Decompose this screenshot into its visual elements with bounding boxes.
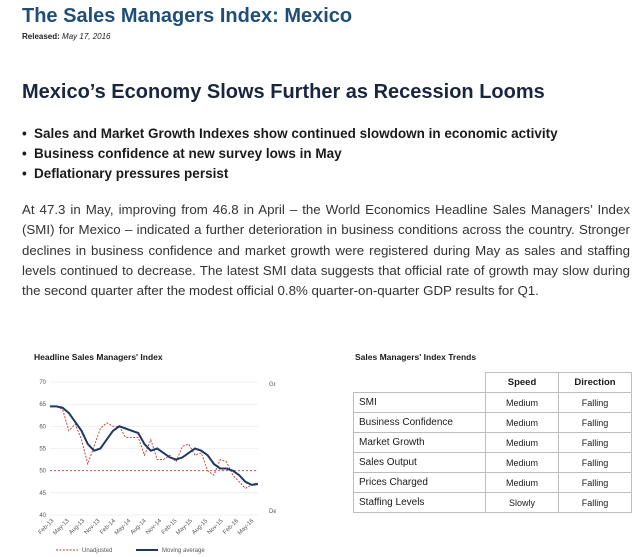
key-point-text: Sales and Market Growth Indexes show con… xyxy=(34,126,558,141)
released-date: May 17, 2016 xyxy=(62,32,111,41)
speed-cell: Medium xyxy=(485,472,559,493)
article-paragraph: At 47.3 in May, improving from 46.8 in A… xyxy=(22,202,630,299)
table-row: Prices Charged Medium Falling xyxy=(353,472,632,493)
row-label: Sales Output xyxy=(353,452,486,473)
y-tick-label: 65 xyxy=(39,402,46,408)
bullet-icon: • xyxy=(22,126,27,141)
legend-moving-average-label: Moving average xyxy=(162,548,205,554)
y-tick-label: 60 xyxy=(39,424,46,430)
direction-cell: Falling xyxy=(558,412,632,433)
row-label: Staffing Levels xyxy=(353,492,486,513)
row-label: Prices Charged xyxy=(353,472,486,493)
key-point: • Deflationary pressures persist xyxy=(22,164,622,184)
direction-cell: Falling xyxy=(558,492,632,513)
y-tick-label: 40 xyxy=(39,513,46,519)
trends-table: Speed Direction SMI Medium Falling Busines… xyxy=(353,372,632,513)
key-point-text: Deflationary pressures persist xyxy=(34,166,229,181)
bullet-icon: • xyxy=(22,146,27,161)
speed-cell: Medium xyxy=(485,412,559,433)
speed-column-header: Speed xyxy=(485,372,559,393)
key-points-list: • Sales and Market Growth Indexes show co… xyxy=(22,124,622,184)
y-tick-label: 55 xyxy=(39,447,46,453)
x-tick-label: Nov-14 xyxy=(145,518,163,536)
decline-label: Decline xyxy=(269,509,276,515)
y-tick-label: 70 xyxy=(39,380,46,386)
table-row: Business Confidence Medium Falling xyxy=(353,412,632,433)
growth-label: Growth xyxy=(269,382,276,388)
moving-average-line xyxy=(50,405,259,486)
x-tick-label: May-13 xyxy=(52,518,71,537)
released-label: Released: xyxy=(22,32,60,41)
speed-cell: Slowly xyxy=(485,492,559,513)
direction-cell: Falling xyxy=(558,432,632,453)
release-line: Released: May 17, 2016 xyxy=(22,32,111,41)
y-tick-label: 45 xyxy=(39,491,46,497)
key-point: • Business confidence at new survey lows … xyxy=(22,144,622,164)
direction-cell: Falling xyxy=(558,452,632,473)
row-label: Business Confidence xyxy=(353,412,486,433)
x-tick-label: May-16 xyxy=(237,518,256,537)
speed-cell: Medium xyxy=(485,452,559,473)
header-blank-cell xyxy=(353,372,486,393)
key-point-text: Business confidence at new survey lows i… xyxy=(34,146,342,161)
chart-title: Headline Sales Managers' Index xyxy=(34,352,163,362)
x-tick-label: May-14 xyxy=(114,518,133,537)
trends-table-title: Sales Managers' Index Trends xyxy=(355,352,477,362)
table-row: Staffing Levels Slowly Falling xyxy=(353,492,632,513)
article-headline: Mexico’s Economy Slows Further as Recess… xyxy=(22,81,545,103)
key-point: • Sales and Market Growth Indexes show co… xyxy=(22,124,622,144)
table-row: SMI Medium Falling xyxy=(353,392,632,413)
row-label: Market Growth xyxy=(353,432,486,453)
direction-column-header: Direction xyxy=(558,372,632,393)
x-tick-label: Nov-15 xyxy=(207,518,225,536)
y-tick-label: 50 xyxy=(39,469,46,475)
speed-cell: Medium xyxy=(485,432,559,453)
page-title: The Sales Managers Index: Mexico xyxy=(22,5,353,27)
table-row: Market Growth Medium Falling xyxy=(353,432,632,453)
x-tick-label: May-15 xyxy=(175,518,194,537)
row-label: SMI xyxy=(353,392,486,413)
speed-cell: Medium xyxy=(485,392,559,413)
unadjusted-line xyxy=(50,405,259,489)
smi-line-chart: 40455055606570Feb-13May-13Aug-13Nov-13Fe… xyxy=(38,380,276,554)
x-tick-label: Nov-13 xyxy=(84,518,102,536)
direction-cell: Falling xyxy=(558,472,632,493)
trends-header-row: Speed Direction xyxy=(353,372,632,393)
bullet-icon: • xyxy=(22,166,27,181)
legend-unadjusted-label: Unadjusted xyxy=(82,548,112,554)
direction-cell: Falling xyxy=(558,392,632,413)
table-row: Sales Output Medium Falling xyxy=(353,452,632,473)
